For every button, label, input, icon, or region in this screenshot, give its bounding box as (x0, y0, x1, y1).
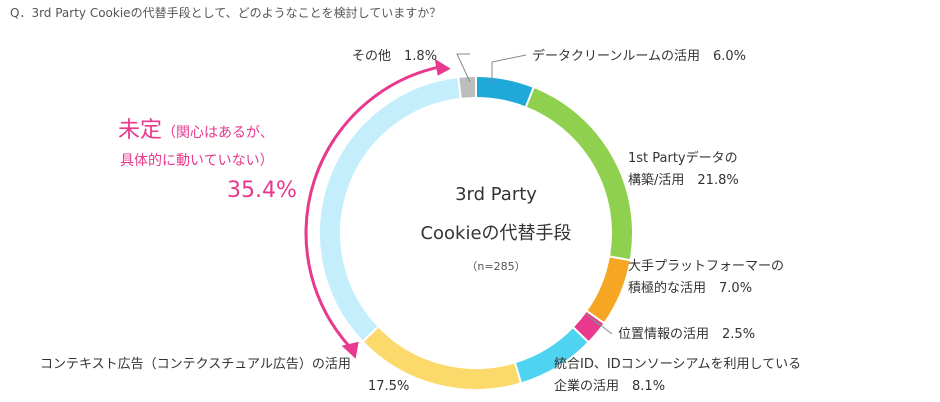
segment-separator (608, 255, 631, 262)
label-data-clean-room: データクリーンルームの活用 6.0% (532, 49, 747, 64)
segment-separator (513, 362, 523, 384)
center-sample-size: （n=285） (466, 260, 526, 273)
undecided-note: 具体的に動いていない） (120, 153, 274, 169)
segment-data-clean-room (475, 77, 534, 107)
leader-data-clean-room (491, 54, 527, 82)
segment-contextual-ads (363, 326, 521, 389)
segment-separator (585, 309, 605, 325)
segment-separator (524, 86, 535, 108)
leader-other (456, 53, 471, 83)
center-title-line2: Cookieの代替手段 (420, 223, 572, 244)
label-first-party-data: 1st Partyデータの 構築/活用 21.8% (628, 151, 739, 188)
center-title-line1: 3rd Party (455, 184, 537, 205)
arrow-head-top (434, 58, 451, 76)
arrow-head-bottom (341, 341, 359, 359)
label-location-data: 位置情報の活用 2.5% (618, 327, 756, 342)
label-platformers: 大手プラットフォーマーの 積極的な活用 7.0% (628, 259, 785, 296)
undecided-callout-arrow (304, 65, 441, 348)
undecided-value: 35.4% (227, 178, 297, 203)
segment-other (458, 77, 477, 98)
label-other: その他 1.8% (352, 49, 438, 64)
segment-separator (572, 326, 590, 344)
segment-separator (457, 76, 462, 99)
label-unified-id: 統合ID、IDコンソーシアムを利用している 企業の活用 8.1% (554, 357, 802, 394)
segment-undecided (320, 77, 461, 341)
question-text: Q．3rd Party Cookieの代替手段として、どのようなことを検討してい… (10, 6, 442, 20)
undecided-title: 未定（関心はあるが、 (118, 118, 274, 143)
segment-platformers (587, 256, 630, 323)
segment-separator (361, 325, 380, 343)
segment-first-party-data (525, 87, 632, 261)
label-contextual-ads: コンテキスト広告（コンテクスチュアル広告）の活用 17.5% (40, 357, 410, 394)
segment-unified-id (514, 327, 588, 383)
leader-location-data (585, 313, 613, 335)
